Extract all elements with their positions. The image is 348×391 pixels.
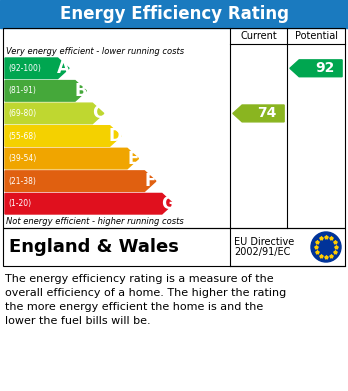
Circle shape [311, 232, 341, 262]
Text: B: B [74, 82, 87, 100]
Bar [3, 228, 345, 266]
Text: (55-68): (55-68) [8, 131, 36, 140]
Polygon shape [5, 103, 104, 124]
Text: E: E [127, 150, 139, 168]
Text: (92-100): (92-100) [8, 64, 41, 73]
Text: England & Wales: England & Wales [9, 238, 179, 256]
Text: C: C [92, 104, 104, 122]
Polygon shape [233, 105, 284, 122]
Text: (1-20): (1-20) [8, 199, 31, 208]
Text: EU Directive: EU Directive [234, 237, 294, 247]
Text: (81-91): (81-91) [8, 86, 36, 95]
Polygon shape [5, 194, 173, 214]
Text: The energy efficiency rating is a measure of the: The energy efficiency rating is a measur… [5, 274, 274, 284]
Polygon shape [5, 171, 156, 192]
Text: A: A [57, 59, 70, 77]
Text: Very energy efficient - lower running costs: Very energy efficient - lower running co… [6, 47, 184, 56]
Polygon shape [5, 81, 86, 101]
Polygon shape [290, 60, 342, 77]
Polygon shape [5, 148, 139, 169]
Polygon shape [5, 126, 121, 146]
Text: Potential: Potential [294, 31, 338, 41]
Text: 74: 74 [258, 106, 277, 120]
Text: 2002/91/EC: 2002/91/EC [234, 247, 290, 257]
Text: Current: Current [240, 31, 277, 41]
Text: (69-80): (69-80) [8, 109, 36, 118]
Polygon shape [5, 58, 69, 79]
Text: Not energy efficient - higher running costs: Not energy efficient - higher running co… [6, 217, 184, 226]
Text: 92: 92 [315, 61, 334, 75]
Text: (39-54): (39-54) [8, 154, 36, 163]
Text: Energy Efficiency Rating: Energy Efficiency Rating [60, 5, 288, 23]
Text: (21-38): (21-38) [8, 177, 36, 186]
Text: the more energy efficient the home is and the: the more energy efficient the home is an… [5, 302, 263, 312]
Bar [0, 0, 348, 28]
Text: overall efficiency of a home. The higher the rating: overall efficiency of a home. The higher… [5, 288, 286, 298]
Text: F: F [144, 172, 156, 190]
Text: lower the fuel bills will be.: lower the fuel bills will be. [5, 316, 151, 326]
Text: G: G [161, 195, 174, 213]
Text: D: D [109, 127, 122, 145]
Bar [3, 28, 345, 228]
